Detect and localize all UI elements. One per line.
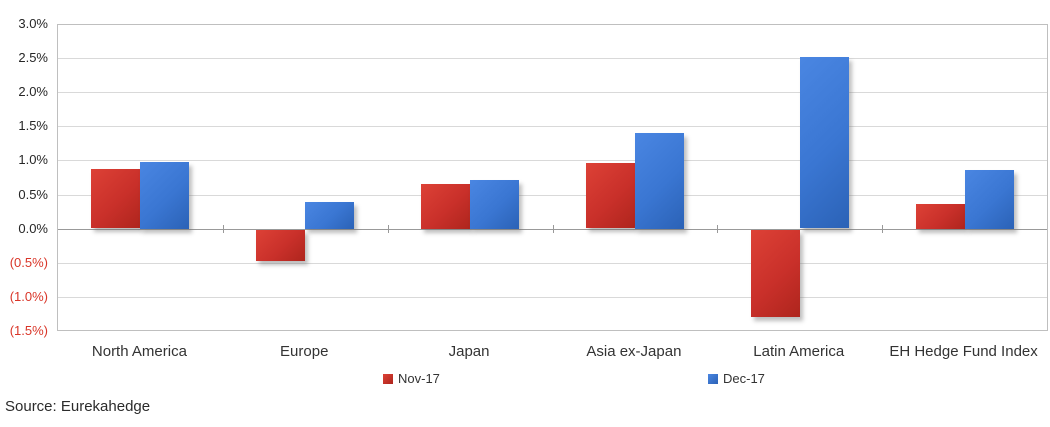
bar-nov-17-europe — [256, 230, 305, 261]
bar-dec-17-eh-hedge-fund-index — [965, 170, 1014, 229]
legend-label: Nov-17 — [398, 371, 440, 386]
gridline — [58, 229, 1047, 230]
category-label: Asia ex-Japan — [586, 343, 682, 360]
bar-nov-17-eh-hedge-fund-index — [916, 204, 965, 229]
y-tick-label: 0.5% — [18, 187, 48, 202]
gridline — [58, 330, 1047, 331]
category-label: North America — [91, 343, 187, 360]
gridline — [58, 263, 1047, 264]
gridline — [58, 24, 1047, 25]
y-tick-label: (1.0%) — [9, 289, 48, 304]
y-tick-label: 1.0% — [18, 152, 48, 167]
bar-dec-17-japan — [470, 180, 519, 229]
plot-area — [57, 24, 1048, 331]
gridline — [58, 160, 1047, 161]
legend-item-nov-17: Nov-17 — [383, 371, 440, 386]
bar-nov-17-latin-america — [751, 230, 800, 317]
gridline — [58, 92, 1047, 93]
zero-axis-tick — [882, 225, 883, 233]
gridline — [58, 297, 1047, 298]
zero-axis-tick — [223, 225, 224, 233]
gridline — [58, 126, 1047, 127]
zero-axis-tick — [553, 225, 554, 233]
y-tick-label: 3.0% — [18, 16, 48, 31]
y-tick-label: 0.0% — [18, 221, 48, 236]
bar-dec-17-latin-america — [800, 57, 849, 228]
y-tick-label: (1.5%) — [9, 323, 48, 338]
zero-axis-tick — [717, 225, 718, 233]
zero-axis-tick — [388, 225, 389, 233]
y-axis-labels: 3.0% 2.5% 2.0% 1.5% 1.0% 0.5% 0.0% (0.5%) (1.0%)… — [0, 0, 52, 360]
legend-swatch-icon — [383, 373, 393, 384]
bar-dec-17-europe — [305, 202, 354, 229]
source-note: Source: Eurekahedge — [5, 398, 151, 415]
gridline — [58, 195, 1047, 196]
x-axis-category-labels: North America Europe Japan Asia ex-Japan Lat… — [57, 343, 1046, 360]
y-tick-label: 2.5% — [18, 50, 48, 65]
y-tick-label: 1.5% — [18, 118, 48, 133]
legend-swatch-icon — [708, 373, 718, 384]
category-label: EH Hedge Fund Index — [889, 343, 1038, 360]
y-tick-label: 2.0% — [18, 84, 48, 99]
category-label: Latin America — [753, 343, 845, 360]
gridline — [58, 58, 1047, 59]
bar-nov-17-north-america — [91, 169, 140, 228]
bar-dec-17-asia-ex-japan — [635, 133, 684, 229]
bar-nov-17-asia-ex-japan — [586, 163, 635, 228]
y-tick-label: (0.5%) — [9, 255, 48, 270]
bar-dec-17-north-america — [140, 162, 189, 229]
legend-item-dec-17: Dec-17 — [708, 371, 765, 386]
bar-nov-17-japan — [421, 184, 470, 229]
category-label: Japan — [448, 343, 490, 360]
category-label: Europe — [280, 343, 329, 360]
legend-label: Dec-17 — [723, 371, 765, 386]
